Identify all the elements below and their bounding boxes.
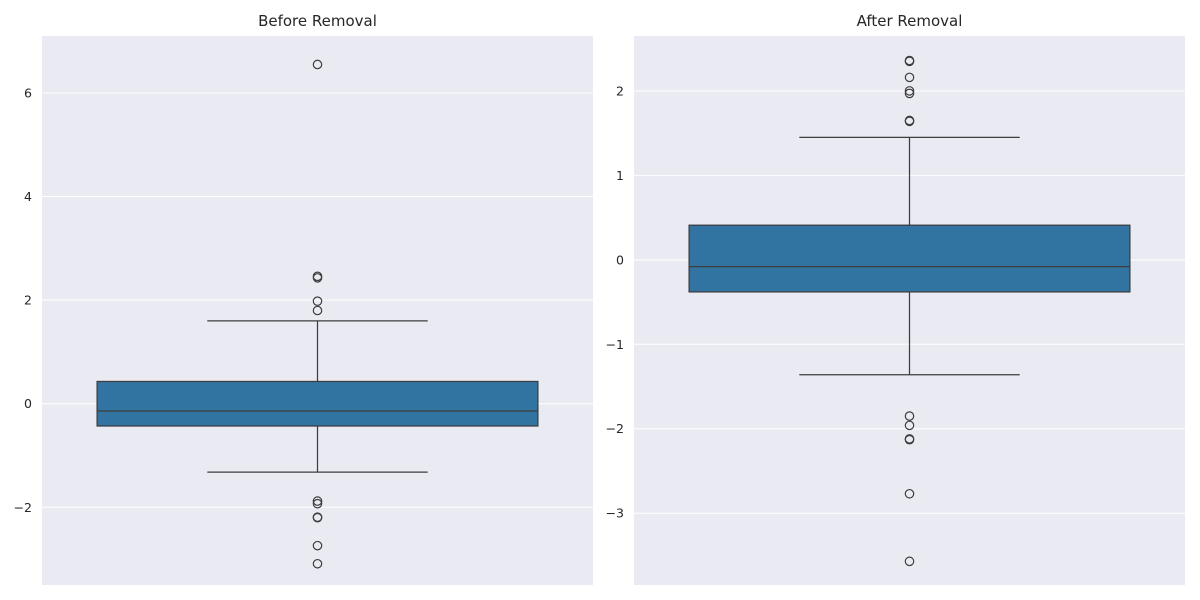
y-tick-label: −3: [606, 506, 624, 521]
outlier-point: [904, 556, 915, 567]
iqr-box: [688, 224, 1131, 293]
outlier-point: [312, 540, 323, 551]
outlier-point: [904, 116, 915, 127]
outlier-point: [904, 420, 915, 431]
outlier-point: [904, 88, 915, 99]
y-tick-label: −2: [606, 421, 624, 436]
outlier-point: [312, 558, 323, 569]
y-tick-label: 0: [616, 252, 624, 267]
subplot-title: After Removal: [857, 12, 963, 30]
y-tick-label: −2: [14, 500, 32, 515]
outlier-point: [312, 273, 323, 283]
outlier-point: [904, 488, 915, 499]
outlier-point: [312, 498, 323, 509]
y-tick-label: 4: [24, 189, 32, 204]
y-tick-label: 2: [24, 293, 32, 308]
y-tick-label: 2: [616, 83, 624, 98]
outlier-point: [904, 411, 915, 421]
subplot-title: Before Removal: [258, 12, 377, 30]
y-tick-label: −1: [606, 337, 624, 352]
outlier-point: [312, 305, 323, 316]
plot-area: [42, 36, 593, 585]
outlier-point: [904, 434, 915, 445]
outlier-point: [312, 496, 323, 506]
subplot-1: −2 0 2 4 6 Before Removal: [14, 12, 593, 585]
outlier-point: [312, 59, 323, 70]
outlier-point: [904, 72, 915, 83]
outlier-point: [904, 56, 915, 67]
y-tick-label: 6: [24, 85, 32, 100]
iqr-box: [96, 380, 539, 427]
y-tick-label: 0: [24, 396, 32, 411]
outlier-point: [904, 86, 915, 96]
outlier-point: [312, 296, 323, 306]
y-tick-label: 1: [616, 168, 624, 183]
subplot-2: −3 −2 −1 0 1 2 After Removal: [606, 12, 1185, 585]
outlier-point: [312, 512, 323, 523]
